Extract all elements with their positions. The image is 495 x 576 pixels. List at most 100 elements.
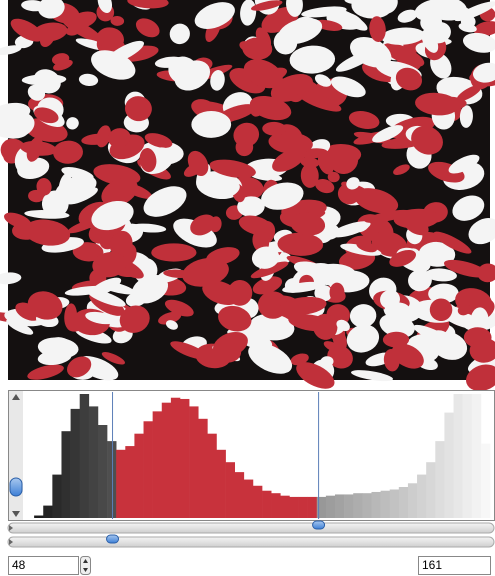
- white-blob: [6, 319, 34, 335]
- histogram-bar: [262, 490, 272, 518]
- red-blob: [389, 249, 416, 267]
- histogram-bar: [426, 462, 436, 518]
- white-blob: [251, 246, 280, 269]
- histogram-bar: [353, 493, 363, 518]
- red-blob: [433, 231, 472, 254]
- white-blob: [286, 0, 303, 17]
- white-blob: [459, 105, 473, 128]
- red-blob: [252, 276, 283, 295]
- histogram-bar: [462, 394, 473, 518]
- stepper-arrows: [83, 559, 88, 572]
- red-blob: [101, 177, 138, 207]
- histogram-bar: [161, 402, 172, 518]
- white-blob: [314, 284, 333, 302]
- threshold-slider-thumb[interactable]: [312, 520, 326, 530]
- histogram-bar: [70, 408, 81, 518]
- red-blob: [66, 356, 92, 378]
- white-blob: [349, 304, 377, 328]
- red-blob: [279, 296, 327, 316]
- red-blob: [473, 21, 495, 37]
- histogram-bar: [152, 411, 163, 518]
- slider-arrow: [9, 539, 13, 545]
- white-blob: [408, 269, 432, 292]
- red-blob: [119, 305, 150, 333]
- red-blob: [249, 95, 292, 121]
- stepper[interactable]: [80, 556, 91, 575]
- threshold-slider-thumb[interactable]: [106, 534, 120, 544]
- scroll-up-arrow[interactable]: [12, 394, 20, 400]
- white-blob: [91, 200, 134, 231]
- red-blob: [477, 263, 495, 283]
- white-blob: [340, 243, 382, 256]
- lower-slider-track[interactable]: [7, 536, 495, 548]
- red-blob: [457, 303, 472, 316]
- red-blob: [170, 341, 209, 360]
- histogram-bar: [453, 394, 463, 518]
- upper-threshold-field[interactable]: [418, 556, 491, 575]
- red-blob: [272, 148, 306, 172]
- white-blob: [381, 27, 425, 45]
- red-blob: [227, 280, 253, 306]
- red-blob: [329, 282, 345, 303]
- white-blob: [37, 0, 65, 19]
- upper-threshold-value: 161: [422, 558, 442, 572]
- white-blob: [273, 30, 298, 55]
- red-blob: [107, 128, 131, 148]
- white-blob: [448, 154, 480, 174]
- red-blob: [395, 67, 423, 91]
- upper-slider-track[interactable]: [7, 522, 495, 534]
- histogram-bar: [316, 496, 327, 518]
- white-blob: [425, 268, 457, 282]
- histogram-bar: [271, 493, 281, 518]
- red-blob: [258, 302, 286, 312]
- red-blob: [72, 242, 104, 262]
- red-blob: [296, 362, 335, 389]
- scroll-thumb[interactable]: [9, 477, 23, 497]
- red-blob: [182, 257, 229, 287]
- white-blob: [130, 223, 167, 233]
- lower-threshold-field[interactable]: [8, 556, 79, 575]
- red-blob: [323, 341, 341, 353]
- red-blob: [393, 208, 440, 229]
- red-blob: [10, 18, 44, 42]
- white-blob: [426, 0, 468, 21]
- histogram-bar: [34, 515, 44, 518]
- vertical-scrollbar[interactable]: [9, 391, 23, 520]
- white-blob: [165, 320, 178, 330]
- white-blob: [85, 311, 116, 325]
- histogram-bar: [189, 406, 199, 518]
- red-blob: [415, 92, 459, 116]
- red-blob: [125, 96, 152, 122]
- histogram-bar: [371, 491, 381, 518]
- white-blob: [237, 196, 265, 217]
- image-preview: [0, 0, 495, 392]
- red-blob: [81, 133, 112, 145]
- red-blob: [144, 133, 173, 148]
- histogram-bar: [107, 441, 117, 518]
- white-blob: [78, 73, 99, 87]
- white-blob: [330, 76, 366, 98]
- white-blob: [351, 370, 394, 382]
- histogram-bar: [88, 406, 99, 518]
- histogram-bar: [216, 449, 226, 518]
- white-blob: [346, 177, 360, 190]
- red-blob: [443, 259, 488, 278]
- histogram-bar: [79, 394, 90, 518]
- white-blob: [143, 186, 187, 217]
- histogram-bar: [298, 496, 308, 518]
- white-blob: [452, 195, 485, 221]
- white-blob: [336, 319, 350, 332]
- red-blob: [466, 364, 495, 392]
- white-blob: [331, 221, 371, 238]
- histogram-bar: [289, 496, 299, 518]
- scroll-down-arrow[interactable]: [12, 511, 20, 517]
- red-blob: [101, 352, 126, 365]
- histogram-bar: [362, 493, 372, 518]
- red-blob: [268, 131, 313, 154]
- red-blob: [393, 164, 410, 175]
- red-blob: [348, 111, 380, 130]
- red-blob: [429, 298, 453, 322]
- white-blob: [350, 36, 392, 68]
- red-blob: [27, 364, 64, 380]
- red-blob: [233, 122, 260, 148]
